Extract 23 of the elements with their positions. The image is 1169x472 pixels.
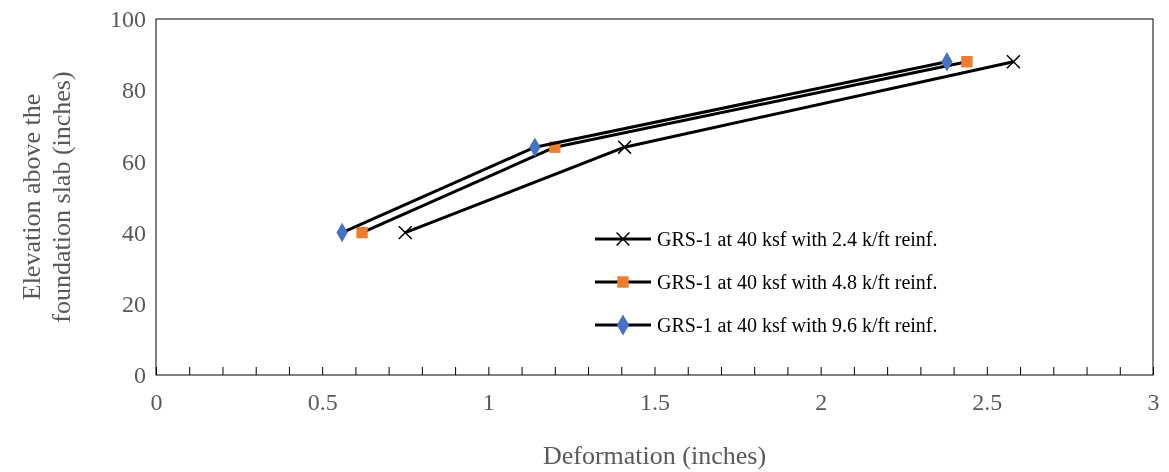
point: [961, 56, 973, 68]
point: [1006, 54, 1021, 69]
y-tick-label: 20: [122, 290, 146, 317]
legend-label: GRS-1 at 40 ksf with 2.4 k/ft reinf.: [657, 228, 938, 250]
point: [356, 226, 368, 239]
y-tick-label: 80: [122, 77, 146, 104]
point: [398, 225, 413, 240]
legend-label: GRS-1 at 40 ksf with 9.6 k/ft reinf.: [657, 314, 938, 336]
y-tick-label: 60: [122, 148, 146, 175]
y-tick-label: 100: [110, 6, 146, 33]
y-tick-label: 0: [134, 362, 146, 389]
y-tick-label: 40: [122, 219, 146, 246]
x-tick-label: 1.5: [640, 389, 670, 416]
x-tick-label: 2: [815, 389, 828, 416]
y-axis-title: Elevation above the foundation slab (inches): [17, 71, 76, 323]
point: [617, 139, 632, 155]
x-tick-label: 0.5: [307, 389, 338, 416]
x-tick-label: 3: [1147, 389, 1160, 416]
x-tick-label: 0: [150, 389, 163, 416]
legend-label: GRS-1 at 40 ksf with 4.8 k/ft reinf.: [657, 271, 938, 293]
x-tick-label: 1: [482, 389, 495, 416]
x-tick-label: 2.5: [972, 389, 1003, 416]
x-axis-title: Deformation (inches): [542, 441, 767, 470]
